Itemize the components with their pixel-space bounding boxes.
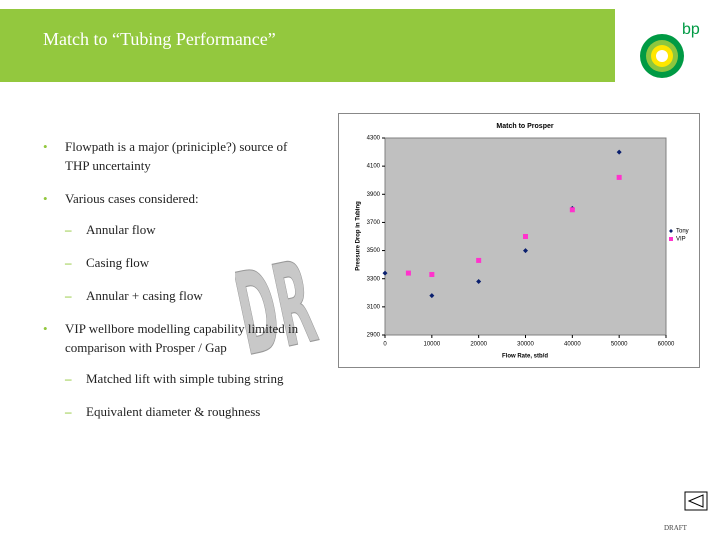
bullet: VIP wellbore modelling capability limite…: [43, 319, 308, 421]
sub-bullet: Annular + casing flow: [65, 286, 308, 305]
legend-marker: [669, 237, 673, 241]
x-tick-label: 40000: [564, 342, 581, 348]
y-tick-label: 4300: [367, 136, 381, 142]
data-point: [569, 207, 575, 213]
x-tick-label: 60000: [658, 342, 675, 348]
bullet-list: Flowpath is a major (priniciple?) source…: [43, 137, 308, 435]
x-tick-label: 10000: [423, 342, 440, 348]
bullet: Flowpath is a major (priniciple?) source…: [43, 137, 308, 175]
data-point: [616, 174, 622, 180]
bullet-text: Flowpath is a major (priniciple?) source…: [65, 139, 288, 173]
data-point: [476, 279, 482, 285]
sub-bullet: Annular flow: [65, 220, 308, 239]
chart: Match to Prosper Flow Rate, stb/d Pressu…: [338, 113, 700, 368]
x-axis-label: Flow Rate, stb/d: [502, 354, 548, 360]
sub-bullet: Equivalent diameter & roughness: [65, 402, 308, 421]
x-tick-label: 50000: [611, 342, 628, 348]
logo: bp: [640, 21, 700, 78]
y-tick-label: 2900: [367, 333, 381, 339]
nav-icon[interactable]: [684, 491, 708, 513]
data-point: [382, 270, 388, 276]
sub-bullet: Matched lift with simple tubing string: [65, 369, 308, 388]
chart-title: Match to Prosper: [496, 123, 553, 130]
y-tick-label: 3300: [367, 276, 381, 282]
slide-title: Match to “Tubing Performance”: [43, 29, 276, 49]
y-tick-label: 3100: [367, 304, 381, 310]
logo-text: bp: [682, 21, 700, 38]
y-tick-label: 4100: [367, 164, 381, 170]
x-tick-label: 0: [383, 342, 387, 348]
data-point: [429, 271, 435, 277]
legend-marker: [669, 229, 673, 233]
header-bar: [0, 9, 615, 82]
bullet-text: Various cases considered:: [65, 191, 199, 206]
data-point: [616, 149, 622, 155]
x-tick-label: 30000: [517, 342, 534, 348]
x-tick-label: 20000: [470, 342, 487, 348]
legend-label: Tony: [676, 229, 689, 235]
bullet: Various cases considered: Annular flow Cas…: [43, 189, 308, 305]
y-tick-label: 3700: [367, 220, 381, 226]
sub-list: Matched lift with simple tubing string Eq…: [65, 369, 308, 421]
sub-bullet: Casing flow: [65, 253, 308, 272]
data-point: [405, 270, 411, 276]
data-point: [476, 257, 482, 263]
legend-label: VIP: [676, 237, 686, 243]
y-tick-label: 3500: [367, 248, 381, 254]
sub-list: Annular flow Casing flow Annular + casing …: [65, 220, 308, 305]
data-point: [429, 293, 435, 299]
bullet-text: VIP wellbore modelling capability limite…: [65, 321, 299, 355]
data-point: [523, 248, 528, 254]
data-point: [523, 234, 528, 239]
footer: DRAFT: [664, 524, 687, 532]
y-axis-label: Pressure Drop in Tubing: [356, 201, 362, 271]
y-tick-label: 3900: [367, 192, 381, 198]
